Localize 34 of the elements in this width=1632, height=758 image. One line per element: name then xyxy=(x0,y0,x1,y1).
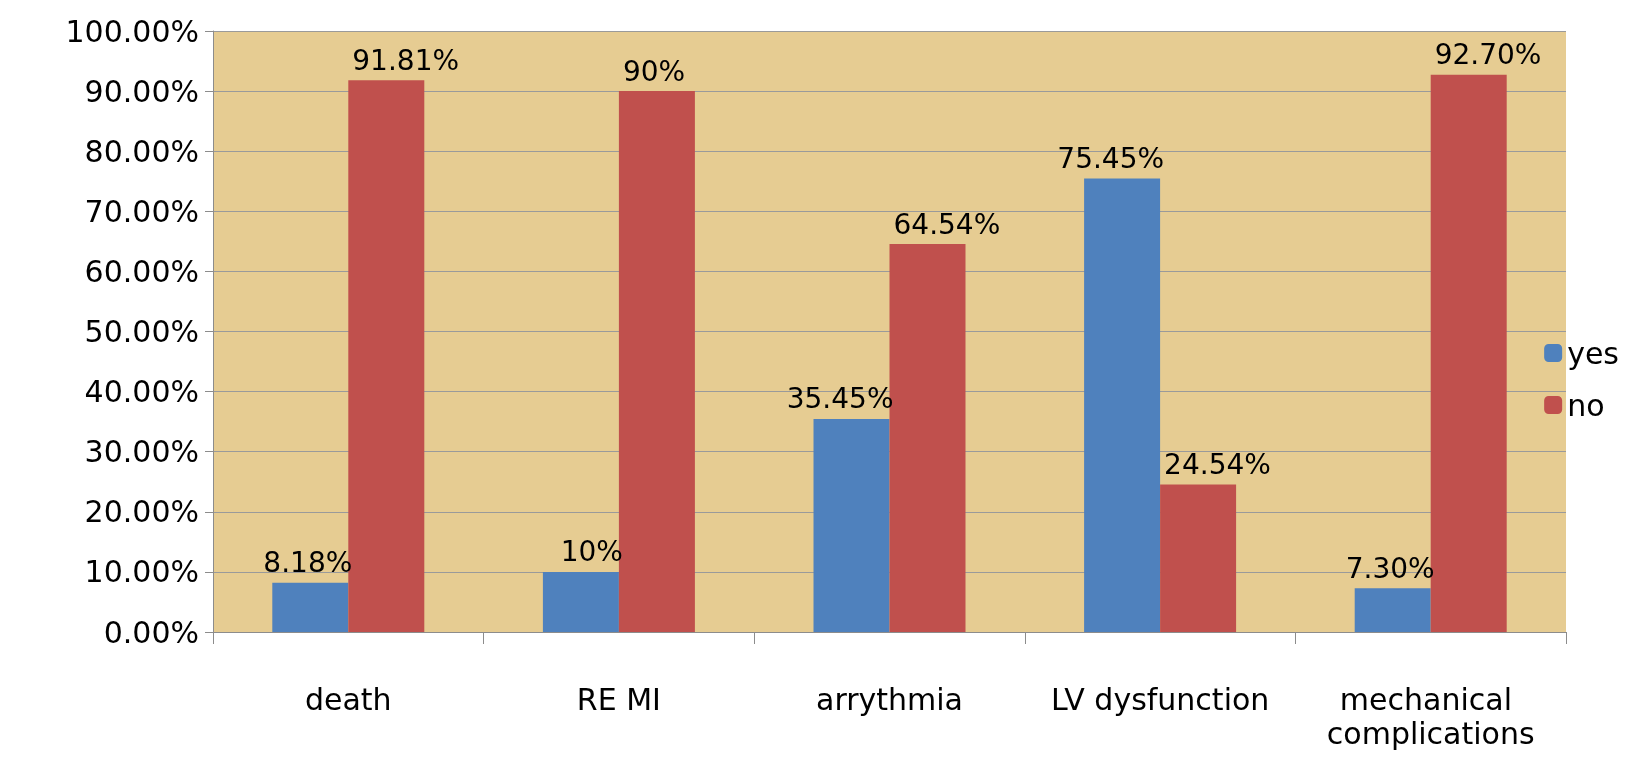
bar xyxy=(1160,484,1237,632)
x-tick-label: mechanical complications xyxy=(1326,681,1535,751)
y-tick-label: 0.00% xyxy=(103,614,199,650)
y-tick-label: 10.00% xyxy=(84,554,199,590)
data-label: 35.45% xyxy=(786,382,894,416)
y-tick-label: 20.00% xyxy=(84,494,199,530)
y-tick-label: 100.00% xyxy=(65,13,199,49)
legend-label: yes xyxy=(1567,335,1619,371)
data-label: 8.18% xyxy=(263,546,353,580)
y-tick-label: 40.00% xyxy=(84,374,199,410)
data-label: 24.54% xyxy=(1164,448,1271,482)
x-tick-label: arrythmia xyxy=(816,681,963,717)
bar xyxy=(1084,178,1161,632)
y-tick-label: 80.00% xyxy=(84,133,199,169)
data-label: 91.81% xyxy=(352,43,460,77)
x-tick-label: RE MI xyxy=(576,681,661,717)
legend-label: no xyxy=(1567,387,1605,423)
data-label: 90% xyxy=(622,54,686,88)
y-tick-label: 70.00% xyxy=(84,193,199,229)
data-label: 7.30% xyxy=(1345,551,1435,585)
y-tick-label: 50.00% xyxy=(84,314,199,349)
y-tick-label: 30.00% xyxy=(84,434,199,470)
x-tick-label: death xyxy=(304,681,392,717)
data-label: 92.70% xyxy=(1434,38,1542,72)
bar xyxy=(542,571,619,632)
data-label: 10% xyxy=(560,535,623,569)
bar xyxy=(1354,588,1431,632)
y-tick-label: 60.00% xyxy=(84,253,199,289)
y-tick-label: 90.00% xyxy=(84,73,199,109)
x-tick-label: LV dysfunction xyxy=(1050,681,1270,717)
data-label: 64.54% xyxy=(893,207,1001,241)
data-label: 75.45% xyxy=(1057,142,1165,176)
bar xyxy=(272,582,349,632)
bar xyxy=(813,418,890,632)
